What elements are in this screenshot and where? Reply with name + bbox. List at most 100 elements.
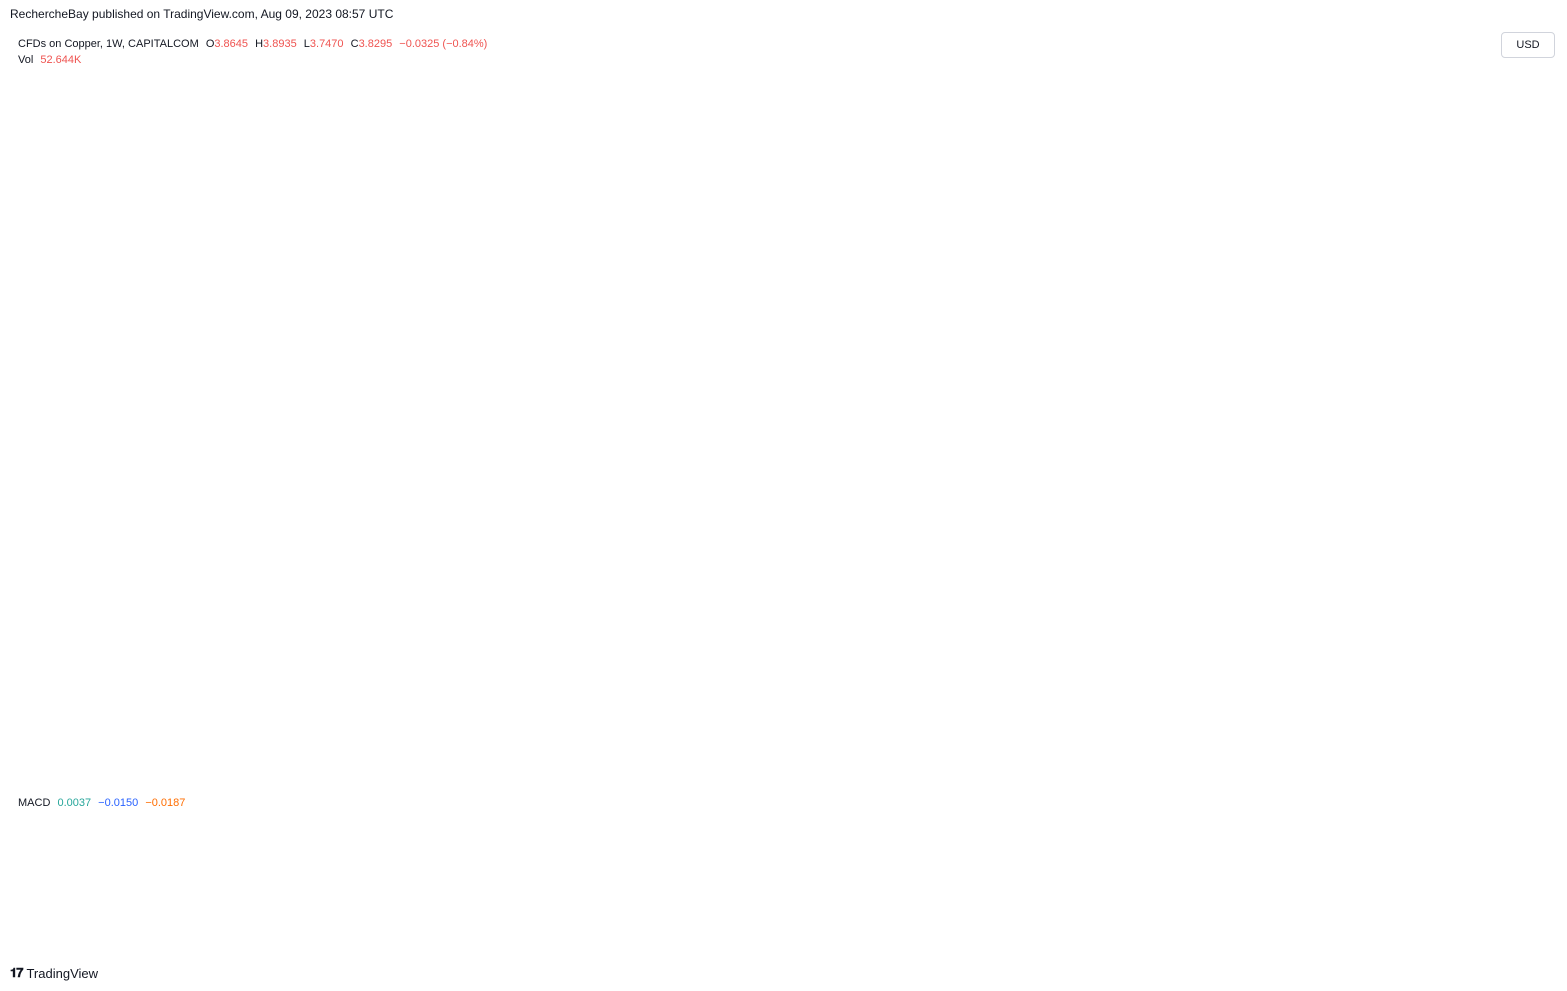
macd-histogram-bar [219,855,221,856]
macd-histogram-bar [213,854,215,856]
volume-bar [1308,707,1311,786]
macd-histogram-bar [267,855,269,856]
macd-histogram-bar [826,855,829,864]
candle-body [1227,431,1230,439]
candle-body [901,340,904,354]
macd-histogram-bar [1248,855,1251,856]
candle-body [202,704,205,711]
macd-histogram-bar [682,850,685,855]
candle-body [520,315,522,341]
candle-body [515,312,517,332]
candle-body [305,673,308,675]
candle-body [284,695,287,699]
candle-body [661,348,664,350]
candle-body [1076,435,1079,443]
macd-histogram-bar [1024,855,1026,861]
macd-axis-label: 0.0000 [1507,850,1541,862]
macd-histogram-bar [385,853,387,855]
macd-histogram-bar [1032,855,1034,861]
macd-histogram-bar [1464,847,1466,855]
candle-body [1485,269,1487,276]
candle-body [9,722,11,724]
candle-body [166,707,168,711]
candle-body [563,256,566,274]
macd-histogram-bar [111,854,114,855]
candle-body [1271,471,1274,474]
macd-signal-value: −0.0187 [145,797,186,809]
macd-histogram-bar [130,854,132,856]
candle-body [1199,422,1201,432]
candle-body [1396,134,1398,163]
macd-histogram-bar [245,854,248,855]
candle-body [20,717,23,722]
macd-histogram-bar [291,855,294,856]
volume-bar [1359,732,1361,786]
macd-histogram-bar [806,846,808,855]
candle-body [348,612,350,622]
candle-body [1261,416,1264,421]
macd-histogram-bar [347,854,349,856]
candle-body [236,710,238,712]
candle-body [716,247,718,249]
candle-body [759,223,762,249]
candle-body [373,596,376,606]
volume-bar [1389,742,1391,786]
candle-body [939,388,942,390]
candle-body [1012,505,1014,511]
macd-histogram-bar [403,851,406,855]
macd-histogram-bar [1205,855,1207,858]
candle-body [1293,432,1296,463]
candle-body [989,458,991,473]
macd-histogram-bar [735,851,738,855]
macd-histogram-bar [965,855,967,860]
macd-histogram-bar [246,854,249,856]
tradingview-brand[interactable]: 𝟏𝟕 TradingView [10,965,98,981]
macd-histogram-bar [65,855,68,856]
candle-body [568,263,571,279]
candle-body [1064,475,1066,484]
volume-bar [1264,753,1267,786]
volume-bar [1469,671,1471,786]
candle-body [567,278,569,281]
candle-body [207,705,210,707]
macd-histogram-bar [1418,855,1420,867]
macd-histogram-bar [930,855,933,858]
macd-histogram-bar [588,855,590,864]
volume-label[interactable]: Vol [18,54,34,66]
candle-body [1217,421,1220,430]
candle-body [571,284,574,289]
macd-histogram-bar [99,855,101,856]
macd-histogram-bar [841,855,844,860]
volume-bar [1239,763,1242,786]
macd-histogram-bar [465,855,468,860]
macd-histogram-bar [1037,855,1040,859]
volume-bar [1450,689,1453,786]
macd-histogram-bar [189,855,191,856]
volume-bar [1313,759,1315,786]
candle-body [172,711,175,715]
macd-label[interactable]: MACD [18,797,51,809]
candle-body [1385,162,1388,169]
macd-histogram-bar [395,852,397,855]
currency-button[interactable]: USD [1501,32,1555,58]
symbol-name[interactable]: CFDs on Copper, 1W, CAPITALCOM [18,38,199,50]
candle-body [494,392,497,409]
candle-body [1462,252,1464,267]
macd-histogram-bar [879,855,882,858]
macd-histogram-bar [949,855,951,859]
macd-histogram-bar [958,855,960,859]
macd-histogram-bar [1154,854,1156,856]
candle-body [1449,233,1451,267]
candle-body [1019,512,1021,524]
candle-body [1144,358,1147,373]
candle-body [1139,359,1141,372]
macd-histogram-bar [731,848,733,855]
volume-bar [1387,725,1389,786]
macd-histogram-bar [1245,855,1247,857]
candle-body [570,284,573,296]
candle-body [1377,179,1380,196]
candle-body [825,316,828,319]
macd-histogram-bar [557,855,559,864]
macd-histogram-bar [777,855,779,876]
